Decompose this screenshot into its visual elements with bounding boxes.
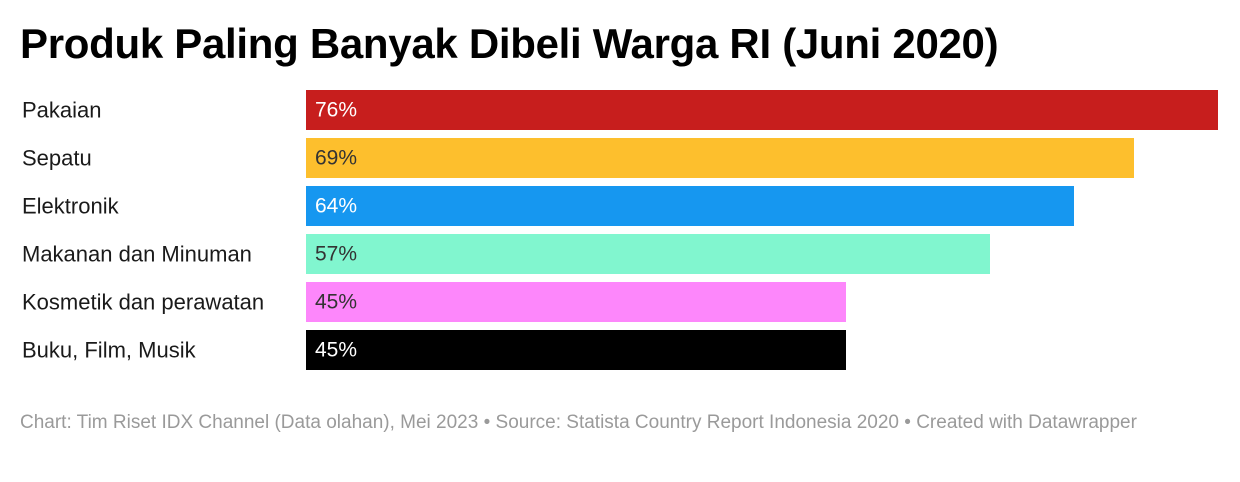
category-label: Sepatu — [22, 146, 92, 171]
bar-chart: Pakaian 76% Sepatu 69% Elektronik 64% Makanan … — [22, 90, 1218, 370]
bar — [306, 330, 846, 370]
category-label: Makanan dan Minuman — [22, 242, 252, 267]
bar — [306, 234, 990, 274]
category-label: Buku, Film, Musik — [22, 338, 197, 363]
chart-title: Produk Paling Banyak Dibeli Warga RI (Ju… — [20, 20, 999, 67]
bar — [306, 138, 1134, 178]
bar-value-label: 76% — [315, 99, 357, 122]
bar-value-label: 45% — [315, 339, 357, 362]
category-label: Kosmetik dan perawatan — [22, 290, 264, 315]
category-label: Elektronik — [22, 194, 120, 219]
bar-value-label: 57% — [315, 243, 357, 266]
bar — [306, 90, 1218, 130]
bar — [306, 186, 1074, 226]
category-label: Pakaian — [22, 98, 102, 123]
chart-footer: Chart: Tim Riset IDX Channel (Data olaha… — [20, 412, 1137, 433]
bar — [306, 282, 846, 322]
bar-value-label: 64% — [315, 195, 357, 218]
bar-value-label: 69% — [315, 147, 357, 170]
bar-value-label: 45% — [315, 291, 357, 314]
